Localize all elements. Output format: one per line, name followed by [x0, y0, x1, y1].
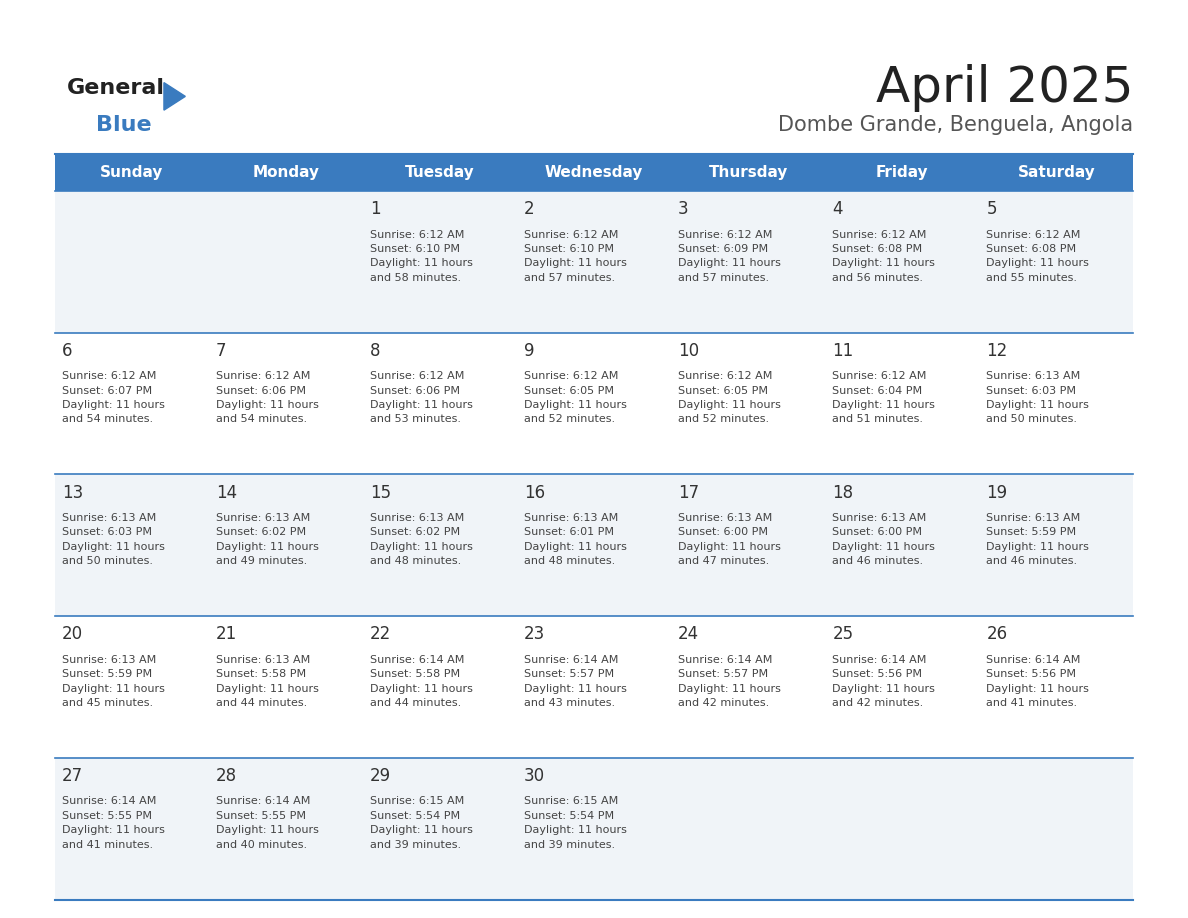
Text: 7: 7 — [216, 341, 227, 360]
Text: 17: 17 — [678, 484, 700, 501]
Text: Monday: Monday — [252, 165, 320, 180]
Text: 12: 12 — [986, 341, 1007, 360]
Text: Sunrise: 6:12 AM
Sunset: 6:10 PM
Daylight: 11 hours
and 58 minutes.: Sunrise: 6:12 AM Sunset: 6:10 PM Dayligh… — [369, 230, 473, 283]
Text: Sunrise: 6:12 AM
Sunset: 6:05 PM
Daylight: 11 hours
and 52 minutes.: Sunrise: 6:12 AM Sunset: 6:05 PM Dayligh… — [678, 371, 781, 424]
Bar — [55, 154, 1133, 191]
Bar — [55, 616, 1133, 758]
Text: 9: 9 — [524, 341, 535, 360]
Text: 30: 30 — [524, 767, 545, 785]
Text: April 2025: April 2025 — [876, 64, 1133, 112]
Text: Wednesday: Wednesday — [545, 165, 643, 180]
Text: 25: 25 — [833, 625, 853, 644]
Text: Sunrise: 6:14 AM
Sunset: 5:56 PM
Daylight: 11 hours
and 42 minutes.: Sunrise: 6:14 AM Sunset: 5:56 PM Dayligh… — [833, 655, 935, 708]
Text: 1: 1 — [369, 200, 380, 218]
Text: Sunrise: 6:13 AM
Sunset: 5:58 PM
Daylight: 11 hours
and 44 minutes.: Sunrise: 6:13 AM Sunset: 5:58 PM Dayligh… — [216, 655, 318, 708]
Text: 11: 11 — [833, 341, 853, 360]
Text: Sunrise: 6:13 AM
Sunset: 6:03 PM
Daylight: 11 hours
and 50 minutes.: Sunrise: 6:13 AM Sunset: 6:03 PM Dayligh… — [986, 371, 1089, 424]
Text: Sunrise: 6:12 AM
Sunset: 6:06 PM
Daylight: 11 hours
and 54 minutes.: Sunrise: 6:12 AM Sunset: 6:06 PM Dayligh… — [216, 371, 318, 424]
Text: 26: 26 — [986, 625, 1007, 644]
Text: Friday: Friday — [876, 165, 929, 180]
Text: Sunrise: 6:13 AM
Sunset: 6:03 PM
Daylight: 11 hours
and 50 minutes.: Sunrise: 6:13 AM Sunset: 6:03 PM Dayligh… — [62, 513, 165, 566]
Text: Sunrise: 6:12 AM
Sunset: 6:06 PM
Daylight: 11 hours
and 53 minutes.: Sunrise: 6:12 AM Sunset: 6:06 PM Dayligh… — [369, 371, 473, 424]
Text: Sunrise: 6:14 AM
Sunset: 5:57 PM
Daylight: 11 hours
and 43 minutes.: Sunrise: 6:14 AM Sunset: 5:57 PM Dayligh… — [524, 655, 627, 708]
Text: 23: 23 — [524, 625, 545, 644]
Text: 15: 15 — [369, 484, 391, 501]
Text: 2: 2 — [524, 200, 535, 218]
Text: Dombe Grande, Benguela, Angola: Dombe Grande, Benguela, Angola — [778, 115, 1133, 135]
Text: Blue: Blue — [96, 115, 152, 135]
Text: Sunrise: 6:12 AM
Sunset: 6:05 PM
Daylight: 11 hours
and 52 minutes.: Sunrise: 6:12 AM Sunset: 6:05 PM Dayligh… — [524, 371, 627, 424]
Text: Thursday: Thursday — [708, 165, 788, 180]
Text: Sunrise: 6:12 AM
Sunset: 6:04 PM
Daylight: 11 hours
and 51 minutes.: Sunrise: 6:12 AM Sunset: 6:04 PM Dayligh… — [833, 371, 935, 424]
Text: Sunrise: 6:14 AM
Sunset: 5:57 PM
Daylight: 11 hours
and 42 minutes.: Sunrise: 6:14 AM Sunset: 5:57 PM Dayligh… — [678, 655, 781, 708]
Text: General: General — [67, 78, 164, 98]
Text: Sunrise: 6:14 AM
Sunset: 5:55 PM
Daylight: 11 hours
and 40 minutes.: Sunrise: 6:14 AM Sunset: 5:55 PM Dayligh… — [216, 797, 318, 850]
Bar — [55, 475, 1133, 616]
Text: Tuesday: Tuesday — [405, 165, 475, 180]
Bar — [55, 332, 1133, 475]
Text: 29: 29 — [369, 767, 391, 785]
Text: 28: 28 — [216, 767, 236, 785]
Text: Sunrise: 6:12 AM
Sunset: 6:10 PM
Daylight: 11 hours
and 57 minutes.: Sunrise: 6:12 AM Sunset: 6:10 PM Dayligh… — [524, 230, 627, 283]
Text: Sunrise: 6:13 AM
Sunset: 6:02 PM
Daylight: 11 hours
and 49 minutes.: Sunrise: 6:13 AM Sunset: 6:02 PM Dayligh… — [216, 513, 318, 566]
Text: 22: 22 — [369, 625, 391, 644]
Text: Sunrise: 6:13 AM
Sunset: 5:59 PM
Daylight: 11 hours
and 46 minutes.: Sunrise: 6:13 AM Sunset: 5:59 PM Dayligh… — [986, 513, 1089, 566]
Text: Sunrise: 6:13 AM
Sunset: 6:00 PM
Daylight: 11 hours
and 46 minutes.: Sunrise: 6:13 AM Sunset: 6:00 PM Dayligh… — [833, 513, 935, 566]
Text: Sunrise: 6:13 AM
Sunset: 6:01 PM
Daylight: 11 hours
and 48 minutes.: Sunrise: 6:13 AM Sunset: 6:01 PM Dayligh… — [524, 513, 627, 566]
Text: 14: 14 — [216, 484, 236, 501]
Text: 8: 8 — [369, 341, 380, 360]
Text: 16: 16 — [524, 484, 545, 501]
Text: Sunrise: 6:12 AM
Sunset: 6:07 PM
Daylight: 11 hours
and 54 minutes.: Sunrise: 6:12 AM Sunset: 6:07 PM Dayligh… — [62, 371, 165, 424]
Text: Saturday: Saturday — [1017, 165, 1095, 180]
Text: Sunrise: 6:15 AM
Sunset: 5:54 PM
Daylight: 11 hours
and 39 minutes.: Sunrise: 6:15 AM Sunset: 5:54 PM Dayligh… — [524, 797, 627, 850]
Text: Sunday: Sunday — [100, 165, 164, 180]
Text: 24: 24 — [678, 625, 700, 644]
Text: 19: 19 — [986, 484, 1007, 501]
Text: 10: 10 — [678, 341, 700, 360]
Text: Sunrise: 6:13 AM
Sunset: 5:59 PM
Daylight: 11 hours
and 45 minutes.: Sunrise: 6:13 AM Sunset: 5:59 PM Dayligh… — [62, 655, 165, 708]
Text: 18: 18 — [833, 484, 853, 501]
Text: 21: 21 — [216, 625, 238, 644]
Text: 4: 4 — [833, 200, 842, 218]
Text: 5: 5 — [986, 200, 997, 218]
Text: Sunrise: 6:13 AM
Sunset: 6:00 PM
Daylight: 11 hours
and 47 minutes.: Sunrise: 6:13 AM Sunset: 6:00 PM Dayligh… — [678, 513, 781, 566]
Polygon shape — [164, 83, 185, 110]
Bar — [55, 758, 1133, 900]
Text: Sunrise: 6:14 AM
Sunset: 5:58 PM
Daylight: 11 hours
and 44 minutes.: Sunrise: 6:14 AM Sunset: 5:58 PM Dayligh… — [369, 655, 473, 708]
Text: Sunrise: 6:12 AM
Sunset: 6:08 PM
Daylight: 11 hours
and 55 minutes.: Sunrise: 6:12 AM Sunset: 6:08 PM Dayligh… — [986, 230, 1089, 283]
Bar — [55, 191, 1133, 332]
Text: 20: 20 — [62, 625, 83, 644]
Text: Sunrise: 6:14 AM
Sunset: 5:55 PM
Daylight: 11 hours
and 41 minutes.: Sunrise: 6:14 AM Sunset: 5:55 PM Dayligh… — [62, 797, 165, 850]
Text: Sunrise: 6:12 AM
Sunset: 6:09 PM
Daylight: 11 hours
and 57 minutes.: Sunrise: 6:12 AM Sunset: 6:09 PM Dayligh… — [678, 230, 781, 283]
Text: 27: 27 — [62, 767, 83, 785]
Text: 3: 3 — [678, 200, 689, 218]
Text: Sunrise: 6:14 AM
Sunset: 5:56 PM
Daylight: 11 hours
and 41 minutes.: Sunrise: 6:14 AM Sunset: 5:56 PM Dayligh… — [986, 655, 1089, 708]
Text: Sunrise: 6:15 AM
Sunset: 5:54 PM
Daylight: 11 hours
and 39 minutes.: Sunrise: 6:15 AM Sunset: 5:54 PM Dayligh… — [369, 797, 473, 850]
Text: 6: 6 — [62, 341, 72, 360]
Text: Sunrise: 6:12 AM
Sunset: 6:08 PM
Daylight: 11 hours
and 56 minutes.: Sunrise: 6:12 AM Sunset: 6:08 PM Dayligh… — [833, 230, 935, 283]
Text: Sunrise: 6:13 AM
Sunset: 6:02 PM
Daylight: 11 hours
and 48 minutes.: Sunrise: 6:13 AM Sunset: 6:02 PM Dayligh… — [369, 513, 473, 566]
Text: 13: 13 — [62, 484, 83, 501]
